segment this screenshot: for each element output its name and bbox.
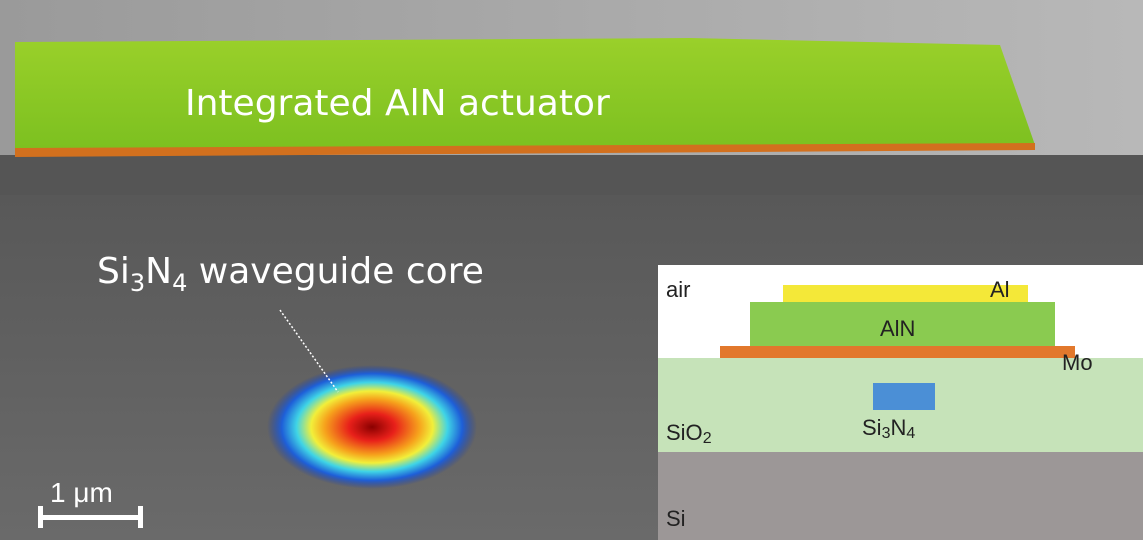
subscript: 3 [130,269,145,297]
waveguide-label: Si3N4 waveguide core [97,251,484,297]
scale-bar-label: 1 μm [50,477,113,508]
si3n4-core [873,383,935,410]
scale-bar-end [138,506,143,528]
label-part: waveguide core [187,251,484,292]
si-region [658,452,1143,540]
sem-shadow [0,155,1143,195]
mode-profile [267,365,477,489]
label-part: Si [862,415,882,440]
actuator-label: Integrated AlN actuator [185,83,610,124]
inset-schematic: air Al AlN Mo SiO2 Si3N4 Si [658,265,1143,540]
subscript: 4 [906,425,915,442]
subscript: 4 [172,269,187,297]
label-part: SiO [666,420,703,445]
subscript: 2 [703,430,712,447]
mo-label: Mo [1062,350,1093,375]
label-part: Si [97,251,130,292]
air-label: air [666,277,690,302]
label-part: N [145,251,172,292]
scale-bar [40,515,142,520]
scale-bar-end [38,506,43,528]
aln-label: AlN [880,316,915,341]
label-part: N [890,415,906,440]
al-label: Al [990,277,1010,302]
si-label: Si [666,506,686,531]
subscript: 3 [882,425,891,442]
page: Integrated AlN actuator Si3N4 waveguide … [0,0,1143,540]
mo-layer [720,346,1075,358]
figure: Integrated AlN actuator Si3N4 waveguide … [0,0,1143,540]
